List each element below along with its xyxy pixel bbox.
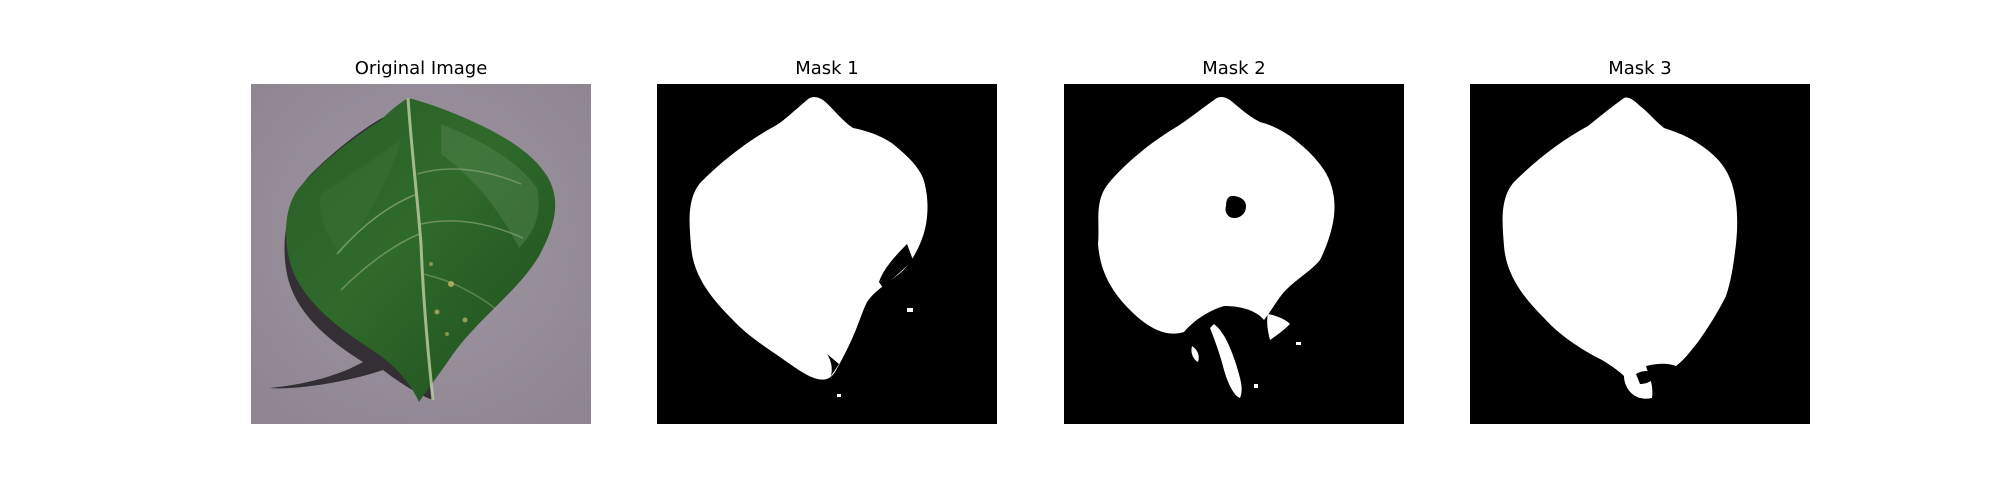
mask-2-title: Mask 2 bbox=[1202, 58, 1266, 79]
mask-2-image bbox=[1064, 84, 1404, 424]
mask-1-panel: Mask 1 bbox=[657, 54, 997, 424]
mask-2-panel: Mask 2 bbox=[1064, 54, 1404, 424]
mask-3-image bbox=[1470, 84, 1810, 424]
mask-3-panel: Mask 3 bbox=[1470, 54, 1810, 424]
mask-1-title: Mask 1 bbox=[795, 58, 859, 79]
mask-1-image bbox=[657, 84, 997, 424]
original-image-panel: Original Image bbox=[251, 54, 591, 424]
mask-3-title: Mask 3 bbox=[1608, 58, 1672, 79]
original-image-title: Original Image bbox=[354, 58, 488, 79]
original-image bbox=[251, 84, 591, 424]
